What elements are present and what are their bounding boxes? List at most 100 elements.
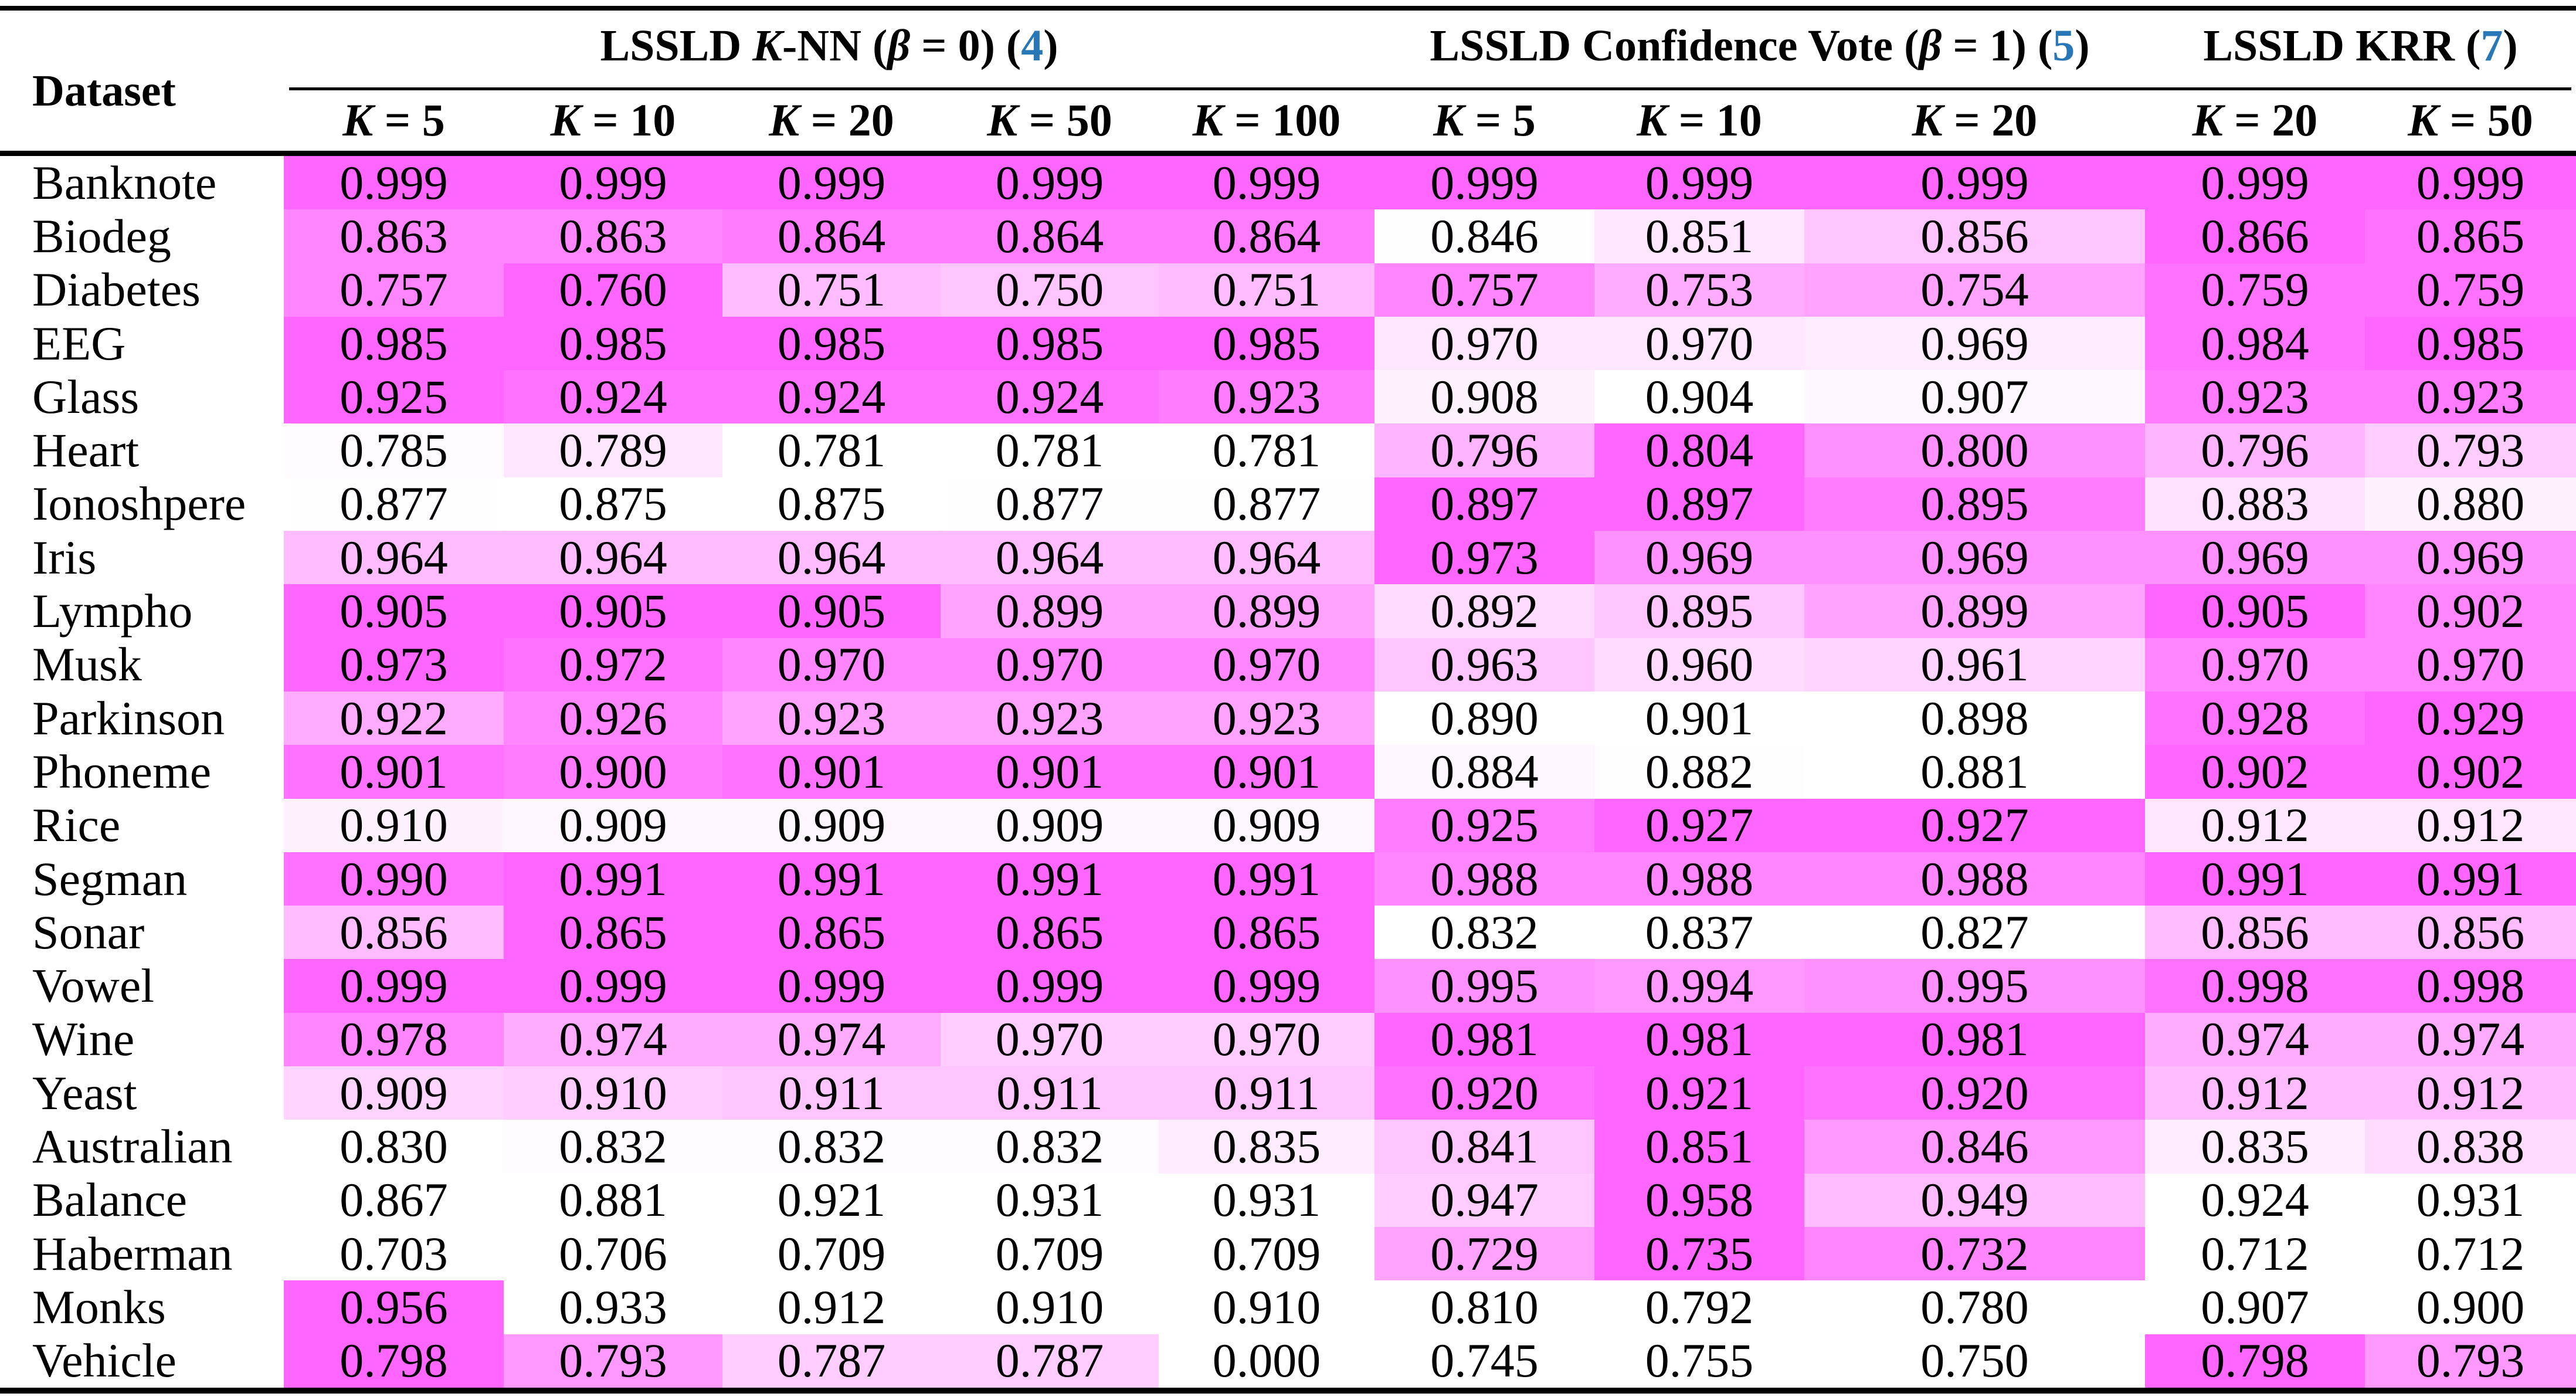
value-cell: 0.991 bbox=[1159, 852, 1374, 906]
citation-link-5[interactable]: 5 bbox=[2052, 21, 2075, 70]
value-cell: 0.793 bbox=[2365, 1334, 2576, 1388]
value-cell: 0.851 bbox=[1594, 1120, 1804, 1174]
value-cell: 0.750 bbox=[941, 263, 1159, 317]
value-cell: 0.875 bbox=[504, 477, 722, 531]
value-cell: 0.921 bbox=[722, 1173, 941, 1227]
value-cell: 0.864 bbox=[1159, 209, 1374, 263]
citation-paren: ) bbox=[1043, 21, 1058, 70]
value-cell: 0.750 bbox=[1804, 1334, 2145, 1388]
value-cell: 0.863 bbox=[284, 209, 504, 263]
table-row: Heart 0.785 0.789 0.781 0.781 0.781 0.796 0.804… bbox=[0, 423, 2576, 477]
value-cell: 0.856 bbox=[2145, 906, 2365, 960]
value-cell: 0.883 bbox=[2145, 477, 2365, 531]
value-cell: 0.875 bbox=[722, 477, 941, 531]
row-label: EEG bbox=[32, 316, 126, 370]
value-cell: 0.901 bbox=[284, 745, 504, 799]
column-header-g2-kkkk20: K = 20 bbox=[1912, 94, 2038, 145]
value-cell: 0.709 bbox=[941, 1227, 1159, 1281]
value-cell: 0.712 bbox=[2365, 1227, 2576, 1281]
value-cell: 0.732 bbox=[1804, 1227, 2145, 1281]
value-cell: 0.970 bbox=[2365, 638, 2576, 691]
value-cell: 0.910 bbox=[504, 1066, 722, 1120]
value-cell: 0.999 bbox=[1594, 156, 1804, 210]
citation-link-4[interactable]: 4 bbox=[1021, 21, 1044, 70]
value-cell: 0.703 bbox=[284, 1227, 504, 1281]
value-cell: 0.706 bbox=[504, 1227, 722, 1281]
value-cell: 0.909 bbox=[941, 798, 1159, 852]
value-cell: 0.901 bbox=[722, 745, 941, 799]
value-cell: 0.912 bbox=[722, 1280, 941, 1334]
value-cell: 0.920 bbox=[1804, 1066, 2145, 1120]
value-cell: 0.899 bbox=[1804, 584, 2145, 638]
value-cell: 0.841 bbox=[1374, 1120, 1594, 1174]
value-cell: 0.999 bbox=[504, 156, 722, 210]
value-cell: 0.991 bbox=[2145, 852, 2365, 906]
value-cell: 0.970 bbox=[1159, 1012, 1374, 1067]
value-cell: 0.830 bbox=[284, 1120, 504, 1174]
value-cell: 0.905 bbox=[284, 584, 504, 638]
citation-link-7[interactable]: 7 bbox=[2480, 21, 2503, 70]
value-cell: 0.863 bbox=[504, 209, 722, 263]
value-cell: 0.909 bbox=[504, 798, 722, 852]
table-row: Monks 0.956 0.933 0.912 0.910 0.910 0.810 0.792… bbox=[0, 1280, 2576, 1334]
table-row: Parkinson 0.922 0.926 0.923 0.923 0.923 0.890 0… bbox=[0, 691, 2576, 745]
value-cell: 0.757 bbox=[1374, 263, 1594, 317]
value-cell: 0.981 bbox=[1374, 1012, 1594, 1067]
value-cell: 0.995 bbox=[1374, 959, 1594, 1013]
column-header-g2-kkkk10: K = 10 bbox=[1637, 94, 1762, 145]
header-separator-rule bbox=[0, 151, 2576, 156]
value-cell: 0.991 bbox=[2365, 852, 2576, 906]
value-cell: 0.789 bbox=[504, 423, 722, 477]
value-cell: 0.931 bbox=[1159, 1173, 1374, 1227]
table-row: Sonar 0.856 0.865 0.865 0.865 0.865 0.832 0.837… bbox=[0, 906, 2576, 960]
value-cell: 0.908 bbox=[1374, 370, 1594, 424]
row-label: Monks bbox=[32, 1280, 166, 1334]
value-cell: 0.910 bbox=[941, 1280, 1159, 1334]
table-row: Australian 0.830 0.832 0.832 0.832 0.835 0.841… bbox=[0, 1120, 2576, 1174]
value-cell: 0.970 bbox=[2145, 638, 2365, 691]
value-cell: 0.856 bbox=[284, 906, 504, 960]
table-row: Glass 0.925 0.924 0.924 0.924 0.923 0.908 0.904… bbox=[0, 370, 2576, 424]
value-cell: 0.931 bbox=[2365, 1173, 2576, 1227]
value-cell: 0.999 bbox=[722, 156, 941, 210]
value-cell: 0.988 bbox=[1804, 852, 2145, 906]
table-row: Biodeg 0.863 0.863 0.864 0.864 0.864 0.846 0.85… bbox=[0, 209, 2576, 263]
row-label: Banknote bbox=[32, 155, 217, 209]
column-group-title: LSSLD K-NN (β = 0) ( bbox=[600, 21, 1021, 70]
value-cell: 0.964 bbox=[722, 531, 941, 585]
row-label: Yeast bbox=[32, 1066, 137, 1120]
row-label: Haberman bbox=[32, 1226, 233, 1280]
value-cell: 0.781 bbox=[1159, 423, 1374, 477]
value-cell: 0.974 bbox=[2365, 1012, 2576, 1067]
value-cell: 0.810 bbox=[1374, 1280, 1594, 1334]
row-label: Wine bbox=[32, 1012, 135, 1066]
value-cell: 0.796 bbox=[1374, 423, 1594, 477]
value-cell: 0.890 bbox=[1374, 691, 1594, 745]
value-cell: 0.827 bbox=[1804, 906, 2145, 960]
value-cell: 0.792 bbox=[1594, 1280, 1804, 1334]
value-cell: 0.933 bbox=[504, 1280, 722, 1334]
value-cell: 0.798 bbox=[2145, 1334, 2365, 1388]
value-cell: 0.958 bbox=[1594, 1173, 1804, 1227]
value-cell: 0.735 bbox=[1594, 1227, 1804, 1281]
column-header-g3-kkkk20: K = 20 bbox=[2192, 94, 2318, 145]
value-cell: 0.753 bbox=[1594, 263, 1804, 317]
value-cell: 0.964 bbox=[1159, 531, 1374, 585]
value-cell: 0.865 bbox=[722, 906, 941, 960]
value-cell: 0.866 bbox=[2145, 209, 2365, 263]
value-cell: 0.912 bbox=[2145, 798, 2365, 852]
column-group-header-3: LSSLD KRR (7) bbox=[2203, 18, 2517, 74]
table-row: Banknote 0.999 0.999 0.999 0.999 0.999 0.999 0.… bbox=[0, 155, 2576, 210]
value-cell: 0.793 bbox=[2365, 423, 2576, 477]
value-cell: 0.846 bbox=[1804, 1120, 2145, 1174]
value-cell: 0.964 bbox=[504, 531, 722, 585]
value-cell: 0.969 bbox=[1804, 317, 2145, 371]
value-cell: 0.923 bbox=[2365, 370, 2576, 424]
value-cell: 0.963 bbox=[1374, 638, 1594, 691]
value-cell: 0.835 bbox=[2145, 1120, 2365, 1174]
value-cell: 0.985 bbox=[941, 317, 1159, 371]
value-cell: 0.999 bbox=[941, 156, 1159, 210]
value-cell: 0.882 bbox=[1594, 745, 1804, 799]
table-row: EEG 0.985 0.985 0.985 0.985 0.985 0.970 0.970 0.… bbox=[0, 316, 2576, 371]
table-row: Balance 0.867 0.881 0.921 0.931 0.931 0.947 0.9… bbox=[0, 1173, 2576, 1227]
